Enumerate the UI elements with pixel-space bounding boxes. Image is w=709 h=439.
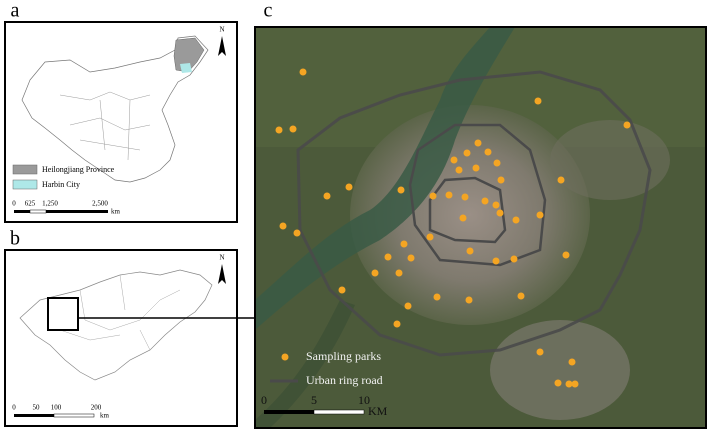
scale-label: 0	[12, 200, 16, 208]
scale-unit: km	[111, 208, 121, 216]
sampling-park	[338, 286, 346, 294]
sampling-park	[450, 156, 458, 164]
sampling-park	[536, 348, 544, 356]
scale-bar	[14, 210, 30, 213]
inset-box	[47, 297, 79, 331]
sampling-park	[481, 197, 489, 205]
sampling-park	[426, 233, 434, 241]
panel-frame	[254, 26, 707, 429]
sampling-park	[429, 192, 437, 200]
sampling-park	[571, 380, 579, 388]
sampling-park	[323, 192, 331, 200]
legend-label: Harbin City	[42, 180, 80, 189]
sampling-park	[474, 139, 482, 147]
sampling-park	[493, 159, 501, 167]
scale-unit: KM	[368, 404, 388, 418]
sampling-park	[279, 222, 287, 230]
sampling-park	[562, 251, 570, 259]
sampling-park	[492, 257, 500, 265]
sampling-park	[536, 211, 544, 219]
panel-label: a	[11, 0, 20, 22]
sampling-park	[517, 292, 525, 300]
north-label: N	[219, 254, 224, 262]
north-label: N	[219, 26, 224, 34]
scale-label: 1,250	[42, 200, 58, 208]
sampling-park	[393, 320, 401, 328]
sampling-park	[463, 149, 471, 157]
scale-label: 10	[358, 393, 370, 407]
sampling-park	[496, 209, 504, 217]
scale-label: 5	[311, 393, 317, 407]
satellite-image	[255, 27, 706, 428]
panel-label: b	[10, 228, 20, 250]
legend-point	[281, 353, 289, 361]
county-lines	[59, 274, 181, 351]
scale-label: 50	[33, 404, 41, 412]
sampling-park	[404, 302, 412, 310]
sampling-park	[400, 240, 408, 248]
scale-bar	[313, 409, 365, 415]
sampling-park	[345, 183, 353, 191]
scale-bar	[53, 413, 95, 418]
sampling-park	[512, 216, 520, 224]
sampling-park	[492, 201, 500, 209]
china-outline	[21, 35, 209, 183]
legend-label: Heilongjiang Province	[42, 165, 115, 174]
scale-label: 200	[91, 404, 102, 412]
ring-road-outer	[296, 70, 652, 357]
legend-label: Urban ring road	[306, 373, 383, 387]
scale-label: 0	[12, 404, 16, 412]
sampling-park	[407, 254, 415, 262]
scale-bar	[46, 210, 108, 213]
sampling-park	[445, 191, 453, 199]
heilongjiang-area	[173, 37, 205, 73]
sampling-park	[623, 121, 631, 129]
legend-swatch	[12, 179, 38, 190]
sampling-park	[299, 68, 307, 76]
scale-label: 625	[25, 200, 36, 208]
sampling-park	[397, 186, 405, 194]
north-arrow	[218, 36, 226, 56]
sampling-park	[510, 255, 518, 263]
sampling-park	[465, 296, 473, 304]
province-outline	[19, 269, 213, 381]
panel-label: c	[264, 0, 273, 22]
sampling-park	[472, 164, 480, 172]
ring-road-middle	[408, 123, 547, 267]
scale-bar	[29, 209, 47, 214]
legend-swatch	[12, 164, 38, 175]
sampling-park	[466, 247, 474, 255]
ring-road-inner	[428, 176, 507, 244]
sampling-park	[565, 380, 573, 388]
sampling-park	[461, 193, 469, 201]
sampling-park	[433, 293, 441, 301]
scale-label: 2,500	[92, 200, 108, 208]
panel-frame	[4, 249, 238, 427]
legend-label: Sampling parks	[306, 349, 381, 363]
sampling-park	[395, 269, 403, 277]
sampling-park	[293, 229, 301, 237]
scale-label: 0	[261, 393, 267, 407]
sampling-park	[289, 125, 297, 133]
sampling-park	[275, 126, 283, 134]
north-arrow	[218, 264, 226, 284]
province-lines	[59, 91, 151, 161]
sampling-park	[455, 166, 463, 174]
sampling-park	[568, 358, 576, 366]
sampling-park	[534, 97, 542, 105]
sampling-park	[484, 148, 492, 156]
scale-bar	[14, 414, 54, 417]
scale-label: 100	[51, 404, 62, 412]
sampling-park	[557, 176, 565, 184]
harbin-area	[180, 63, 192, 73]
sampling-park	[497, 176, 505, 184]
scale-bar	[264, 410, 314, 414]
sampling-park	[459, 214, 467, 222]
sampling-park	[554, 379, 562, 387]
sampling-park	[384, 253, 392, 261]
sampling-park	[371, 269, 379, 277]
scale-unit: km	[100, 412, 110, 420]
